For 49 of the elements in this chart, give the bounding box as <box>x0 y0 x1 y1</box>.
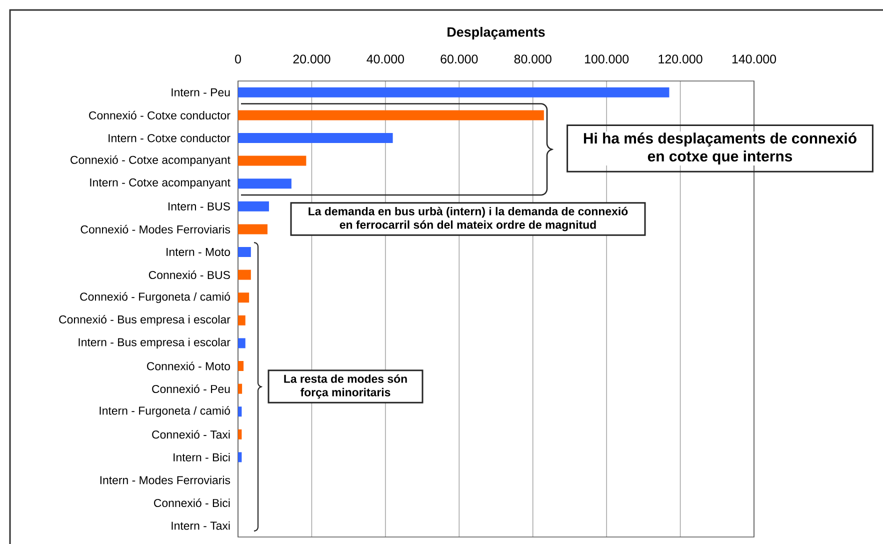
x-tick-label: 140.000 <box>732 54 776 64</box>
bar <box>238 87 670 98</box>
bar <box>238 178 292 189</box>
x-tick-label: 0 <box>235 54 241 64</box>
y-tick-label: Intern - Moto <box>166 248 230 256</box>
y-tick-label: Connexió - BUS <box>148 270 230 280</box>
x-tick-label: 60.000 <box>440 54 478 64</box>
y-tick-label: Intern - Modes Ferroviaris <box>100 476 230 484</box>
bar <box>238 110 544 120</box>
x-axis-title: Desplaçaments <box>448 26 545 40</box>
y-tick-label: Connexió - Furgoneta / camió <box>80 292 230 303</box>
y-tick-label: Connexió - Cotxe acompanyant <box>70 155 230 166</box>
y-tick-label: Connexió - Peu <box>152 384 230 394</box>
y-tick-label: Intern - Cotxe acompanyant <box>90 178 230 189</box>
bar <box>238 292 250 303</box>
bar <box>238 132 393 143</box>
annotation: Hi ha més desplaçaments de connexió en cotxe que interns <box>584 132 856 164</box>
y-tick-label: Intern - Taxi <box>172 521 230 530</box>
bar <box>238 360 244 371</box>
bar <box>238 270 251 280</box>
y-tick-label: Intern - Peu <box>172 88 230 96</box>
bar <box>238 246 251 257</box>
annotation: La demanda en bus urbà (intern) i la demanda de connexió en ferrocarril són del mateix ordre de magnitud <box>308 206 628 232</box>
bar <box>238 224 268 234</box>
bar <box>238 452 242 462</box>
bar <box>238 429 242 440</box>
y-tick-label: Connexió - Bus empresa i escolar <box>59 314 230 326</box>
x-tick-label: 120.000 <box>658 54 702 64</box>
x-tick-label: 100.000 <box>585 54 629 64</box>
y-tick-label: Connexió - Taxi <box>152 430 230 439</box>
annotation: La resta de modes són força minoritaris <box>284 374 407 399</box>
bar <box>238 406 242 417</box>
y-tick-label: Connexió - Modes Ferroviaris <box>80 224 230 234</box>
bar <box>238 338 246 348</box>
y-tick-label: Intern - BUS <box>168 202 230 210</box>
y-tick-label: Connexió - Moto <box>147 362 230 370</box>
bar <box>238 201 269 212</box>
x-tick-label: 40.000 <box>366 54 404 64</box>
x-tick-label: 80.000 <box>514 54 552 64</box>
y-tick-label: Intern - Bici <box>174 452 230 462</box>
bar <box>238 384 242 394</box>
y-tick-label: Connexió - Bici <box>154 498 230 508</box>
bar <box>238 315 246 326</box>
x-tick-label: 20.000 <box>293 54 330 64</box>
bar <box>238 156 306 166</box>
y-tick-label: Intern - Cotxe conductor <box>108 134 230 142</box>
y-tick-label: Intern - Furgoneta / camió <box>100 406 230 417</box>
y-tick-label: Intern - Bus empresa i escolar <box>78 338 230 349</box>
y-tick-label: Connexió - Cotxe conductor <box>89 110 230 120</box>
